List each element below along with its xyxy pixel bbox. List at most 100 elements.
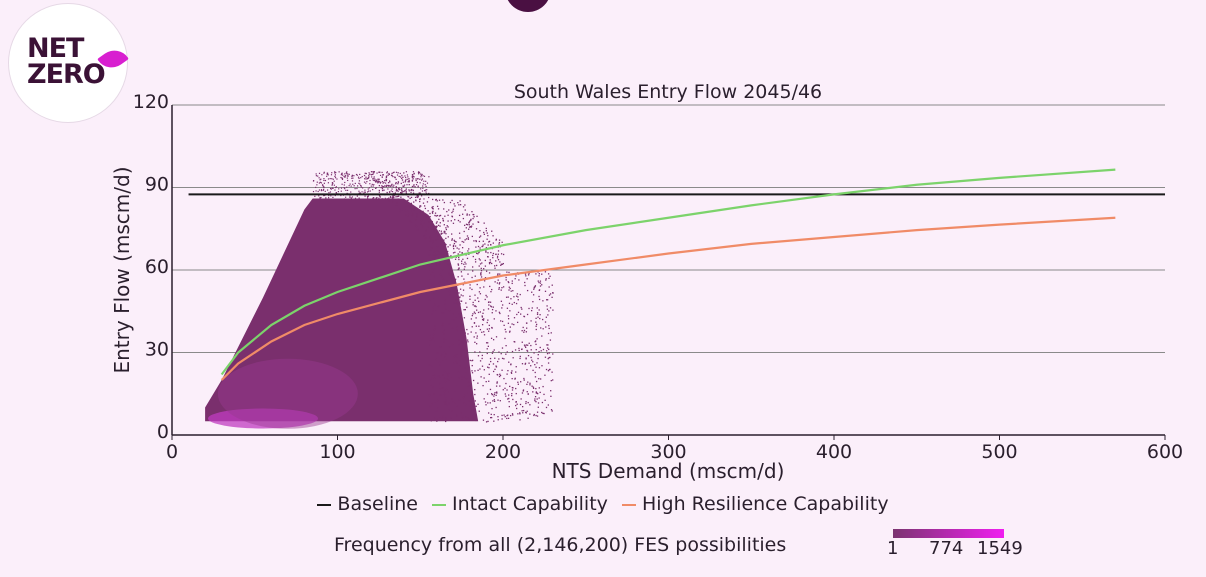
- density-point: [346, 173, 348, 175]
- density-point: [426, 182, 429, 184]
- density-point: [466, 257, 469, 260]
- density-point: [521, 363, 524, 365]
- density-point: [326, 189, 329, 191]
- density-point: [500, 253, 503, 255]
- density-point: [475, 228, 478, 230]
- density-point: [437, 208, 440, 210]
- density-point: [421, 190, 424, 192]
- density-point: [431, 207, 434, 209]
- density-point: [312, 190, 315, 193]
- density-point: [401, 190, 403, 192]
- density-point: [422, 225, 424, 228]
- density-point: [532, 369, 534, 372]
- density-point: [431, 258, 434, 260]
- density-point: [447, 220, 449, 222]
- density-point: [353, 175, 355, 177]
- density-point: [420, 188, 422, 190]
- density-point: [322, 189, 324, 192]
- density-point: [445, 233, 447, 235]
- density-point: [436, 235, 439, 237]
- density-point: [487, 420, 489, 423]
- density-point: [454, 245, 457, 247]
- density-point: [416, 229, 419, 231]
- density-point: [538, 309, 540, 311]
- density-point: [435, 254, 437, 256]
- density-point: [530, 320, 532, 322]
- density-point: [395, 171, 398, 173]
- density-point: [484, 298, 486, 301]
- density-point: [362, 187, 364, 189]
- density-point: [494, 267, 496, 269]
- density-point: [487, 412, 490, 414]
- density-point: [370, 171, 373, 173]
- x-tick-label-400: 400: [816, 441, 852, 463]
- density-point: [360, 186, 362, 188]
- density-point: [501, 263, 503, 265]
- density-point: [373, 180, 376, 182]
- density-point: [532, 361, 534, 363]
- density-point: [511, 350, 514, 353]
- density-point: [483, 268, 485, 270]
- density-point: [533, 288, 535, 290]
- density-point: [448, 290, 451, 293]
- density-point: [495, 365, 497, 367]
- density-point: [443, 239, 445, 241]
- density-point: [464, 416, 467, 418]
- density-point: [395, 205, 398, 207]
- y-axis-label: Entry Flow (mscm/d): [110, 166, 134, 373]
- density-point: [490, 251, 492, 254]
- density-point: [485, 227, 487, 230]
- density-point: [460, 351, 463, 354]
- density-point: [455, 241, 457, 243]
- density-point: [417, 186, 419, 188]
- density-point: [429, 266, 432, 268]
- density-point: [447, 263, 450, 265]
- density-point: [535, 325, 537, 327]
- density-point: [492, 252, 495, 255]
- density-point: [499, 400, 501, 402]
- density-point: [430, 273, 432, 276]
- density-point: [462, 289, 465, 291]
- density-point: [521, 410, 523, 412]
- density-point: [420, 176, 422, 178]
- density-point: [451, 318, 454, 320]
- density-point: [498, 239, 501, 241]
- density-point: [509, 326, 511, 328]
- density-point: [470, 331, 472, 333]
- density-point: [447, 226, 449, 228]
- density-point: [501, 414, 503, 417]
- density-point: [510, 298, 512, 300]
- density-point: [509, 310, 511, 312]
- density-point: [527, 381, 529, 383]
- density-point: [432, 306, 434, 309]
- density-point: [500, 300, 503, 302]
- density-point: [543, 412, 545, 415]
- density-point: [340, 176, 342, 179]
- density-point: [338, 171, 340, 173]
- density-point: [505, 296, 508, 298]
- density-point: [511, 394, 513, 397]
- density-point: [467, 385, 470, 387]
- density-point: [515, 371, 517, 373]
- density-point: [515, 302, 518, 305]
- density-point: [434, 250, 436, 252]
- density-point: [369, 173, 371, 175]
- density-point: [384, 179, 386, 182]
- density-point: [433, 268, 435, 271]
- density-point: [431, 402, 433, 405]
- density-point: [433, 393, 435, 395]
- chart-legend: Baseline Intact Capability High Resilien…: [0, 493, 1206, 515]
- density-point: [448, 346, 451, 348]
- density-point: [407, 196, 409, 198]
- density-point: [324, 190, 326, 192]
- density-point: [537, 357, 539, 360]
- density-point: [334, 171, 336, 173]
- density-point: [486, 328, 489, 330]
- density-point: [471, 326, 473, 328]
- density-point: [385, 176, 387, 178]
- density-point: [473, 322, 476, 324]
- density-point: [461, 329, 464, 331]
- density-point: [541, 401, 544, 404]
- density-point: [425, 180, 427, 182]
- density-point: [433, 374, 436, 376]
